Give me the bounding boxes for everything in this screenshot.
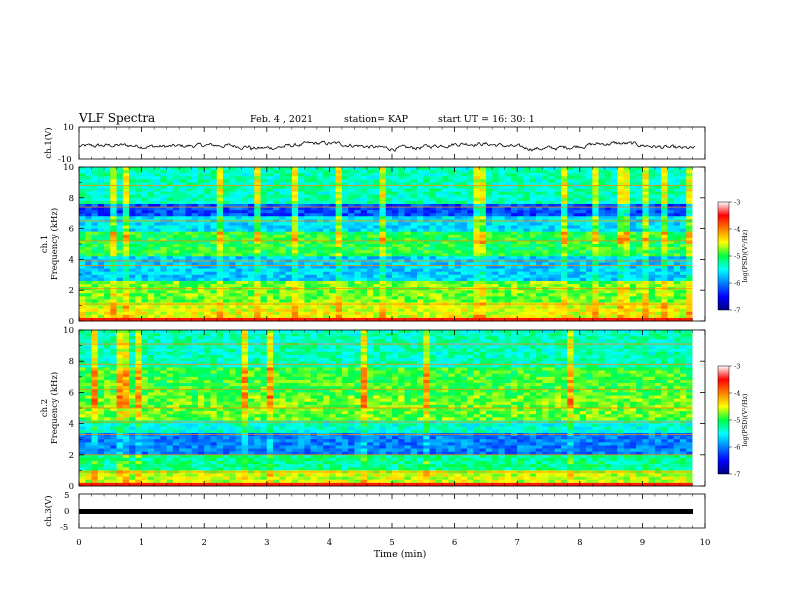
ch1-ytick-top: 10	[63, 123, 74, 133]
figure-title: VLF Spectra	[78, 111, 155, 125]
colorbar-tick-label: -7	[734, 307, 740, 315]
freq-tick-label: 8	[69, 357, 74, 367]
colorbar-tick-label: -5	[734, 253, 740, 261]
time-tick-label: 0	[76, 538, 81, 548]
freq-tick-label: 10	[63, 326, 74, 336]
ch3-ytick-mid: 0	[64, 507, 69, 517]
ch1-colorbar	[717, 201, 730, 311]
freq-tick-label: 0	[69, 482, 74, 492]
time-tick-label: 5	[389, 538, 394, 548]
ch1-waveform-ylabel: ch.1(V)	[43, 127, 54, 158]
freq-tick-label: 2	[69, 451, 74, 461]
freq-tick-label: 6	[69, 388, 74, 398]
ch2-spectrogram-ylabel-top: ch.2	[40, 399, 50, 417]
time-tick-label: 7	[514, 538, 519, 548]
colorbar-tick-label: -4	[734, 390, 740, 398]
time-axis-label: Time (min)	[374, 549, 427, 560]
ch1-waveform-series	[78, 140, 696, 152]
freq-tick-label: 8	[69, 194, 74, 204]
time-tick-label: 10	[700, 538, 711, 548]
station-label: station= KAP	[344, 114, 409, 125]
freq-tick-label: 0	[69, 317, 74, 327]
colorbar-tick-label: -7	[734, 471, 740, 479]
colorbar-tick-label: -6	[734, 444, 740, 452]
ch2-spectrogram-image	[79, 330, 705, 487]
ch2-colorbar-label: log(PSD)(V²/Hz)	[741, 393, 749, 446]
ch1-waveform-panel: 10 -10 ch.1(V)	[43, 123, 706, 165]
start-time-label: start UT = 16: 30: 1	[438, 114, 535, 125]
time-tick-label: 2	[201, 538, 206, 548]
colorbar-tick-label: -3	[734, 363, 740, 371]
ch3-waveform-ylabel: ch.3(V)	[43, 495, 54, 526]
date-label: Feb. 4 , 2021	[250, 114, 313, 125]
time-tick-label: 9	[640, 538, 645, 548]
ch2-spectrogram-ylabel-bottom: Frequency (kHz)	[49, 372, 60, 444]
ch3-waveform-series	[79, 509, 693, 514]
ch2-colorbar	[717, 365, 730, 475]
freq-tick-label: 4	[69, 420, 74, 430]
ch1-waveform-frame	[78, 126, 706, 160]
time-tick-label: 4	[327, 538, 332, 548]
freq-tick-label: 2	[69, 286, 74, 296]
ch1-ytick-bottom: -10	[58, 155, 72, 165]
ch1-spectrogram-image	[79, 167, 705, 322]
time-tick-label: 3	[264, 538, 269, 548]
ch3-ytick-bottom: -5	[60, 523, 68, 533]
colorbar-tick-label: -6	[734, 280, 740, 288]
ch3-ytick-top: 5	[64, 491, 69, 501]
time-tick-label: 1	[139, 538, 144, 548]
freq-tick-label: 4	[69, 255, 74, 265]
freq-tick-label: 6	[69, 225, 74, 235]
colorbar-tick-label: -5	[734, 417, 740, 425]
ch3-waveform-panel: 5 0 -5 ch.3(V)	[43, 491, 706, 533]
ch1-spectrogram-ylabel-top: ch.1	[40, 235, 50, 253]
time-axis: 0 1 2 3 4 5 6 7 8 9 10	[76, 127, 710, 548]
ch1-spectrogram-ylabel-bottom: Frequency (kHz)	[49, 208, 60, 280]
freq-tick-label: 10	[63, 163, 74, 173]
time-tick-label: 8	[577, 538, 582, 548]
ch1-colorbar-label: log(PSD)(V²/Hz)	[741, 229, 749, 282]
colorbar-tick-label: -3	[734, 199, 740, 207]
colorbar-tick-label: -4	[734, 226, 740, 234]
time-tick-label: 6	[452, 538, 457, 548]
